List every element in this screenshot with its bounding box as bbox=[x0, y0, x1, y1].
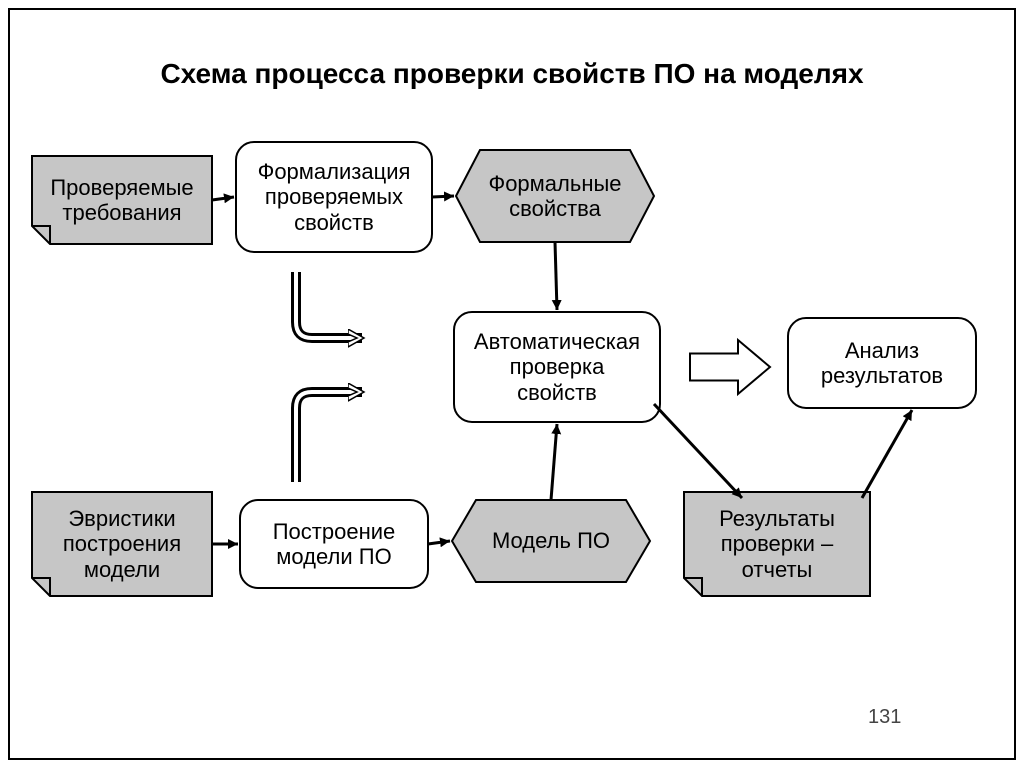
arrow-a7 bbox=[654, 404, 742, 498]
node-build bbox=[240, 500, 428, 588]
curved-c2 bbox=[296, 392, 362, 482]
arrow-a2 bbox=[432, 196, 454, 197]
arrow-a3 bbox=[555, 242, 557, 310]
arrow-a8 bbox=[862, 410, 912, 498]
curved-c1 bbox=[296, 272, 362, 338]
node-heur bbox=[32, 492, 212, 596]
arrow-a1 bbox=[212, 197, 234, 200]
block-arrow bbox=[690, 340, 770, 394]
node-model bbox=[452, 500, 650, 582]
arrow-a5 bbox=[428, 541, 450, 544]
node-check bbox=[454, 312, 660, 422]
arrow-a6 bbox=[551, 424, 557, 500]
curved-c1-outline bbox=[296, 272, 362, 338]
diagram-svg bbox=[0, 0, 1024, 768]
node-analys bbox=[788, 318, 976, 408]
node-results bbox=[684, 492, 870, 596]
node-fprops bbox=[456, 150, 654, 242]
node-reqs bbox=[32, 156, 212, 244]
node-formz bbox=[236, 142, 432, 252]
curved-c2-outline bbox=[296, 392, 362, 482]
